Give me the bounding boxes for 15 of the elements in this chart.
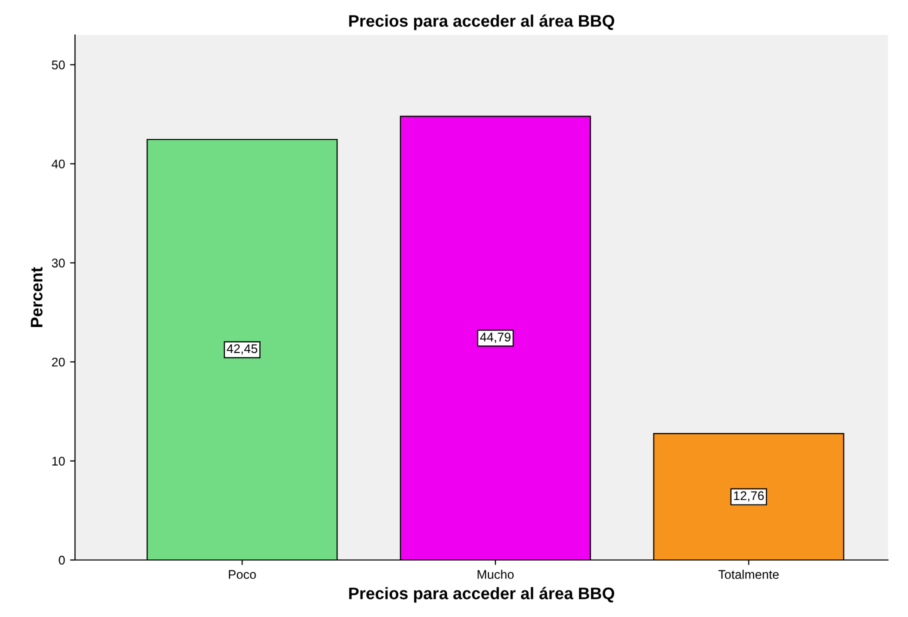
data-label: 12,76 bbox=[734, 491, 764, 502]
data-label: 44,79 bbox=[480, 332, 510, 343]
y-tick-label: 40 bbox=[52, 160, 65, 168]
data-label: 42,45 bbox=[226, 344, 258, 355]
x-axis-title: Precios para acceder al área BBQ bbox=[349, 586, 614, 603]
x-tick-label: Mucho bbox=[478, 570, 514, 579]
y-tick-label: 50 bbox=[52, 60, 65, 70]
x-tick-label: Totalmente bbox=[718, 570, 779, 579]
chart-title: Precios para acceder al área BBQ bbox=[349, 14, 614, 30]
y-tick-label: 0 bbox=[58, 556, 65, 565]
y-tick-label: 20 bbox=[52, 358, 65, 367]
y-axis-title: Percent bbox=[30, 267, 43, 327]
y-tick-label: 30 bbox=[52, 258, 65, 268]
x-tick-label: Poco bbox=[228, 570, 256, 579]
y-tick-label: 10 bbox=[52, 456, 65, 466]
